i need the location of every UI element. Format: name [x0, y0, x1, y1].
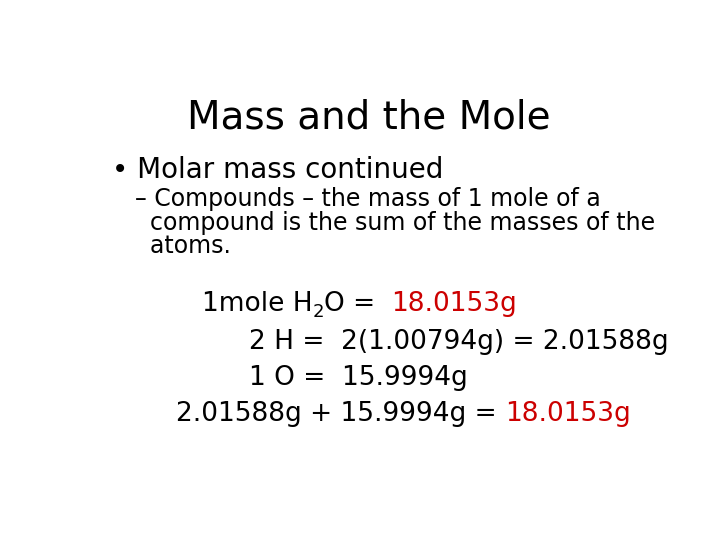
Text: O =: O =: [324, 292, 392, 318]
Text: 18.0153g: 18.0153g: [505, 401, 631, 427]
Text: 1mole H: 1mole H: [202, 292, 312, 318]
Text: 2.01588g + 15.9994g =: 2.01588g + 15.9994g =: [176, 401, 505, 427]
Text: 2 H =  2(1.00794g) = 2.01588g: 2 H = 2(1.00794g) = 2.01588g: [249, 329, 669, 355]
Text: atoms.: atoms.: [135, 234, 230, 259]
Text: Mass and the Mole: Mass and the Mole: [187, 98, 551, 136]
Text: 2: 2: [312, 303, 324, 321]
Text: 18.0153g: 18.0153g: [392, 292, 518, 318]
Text: • Molar mass continued: • Molar mass continued: [112, 156, 444, 184]
Text: compound is the sum of the masses of the: compound is the sum of the masses of the: [135, 211, 654, 235]
Text: 1 O =  15.9994g: 1 O = 15.9994g: [249, 365, 468, 391]
Text: – Compounds – the mass of 1 mole of a: – Compounds – the mass of 1 mole of a: [135, 187, 600, 212]
